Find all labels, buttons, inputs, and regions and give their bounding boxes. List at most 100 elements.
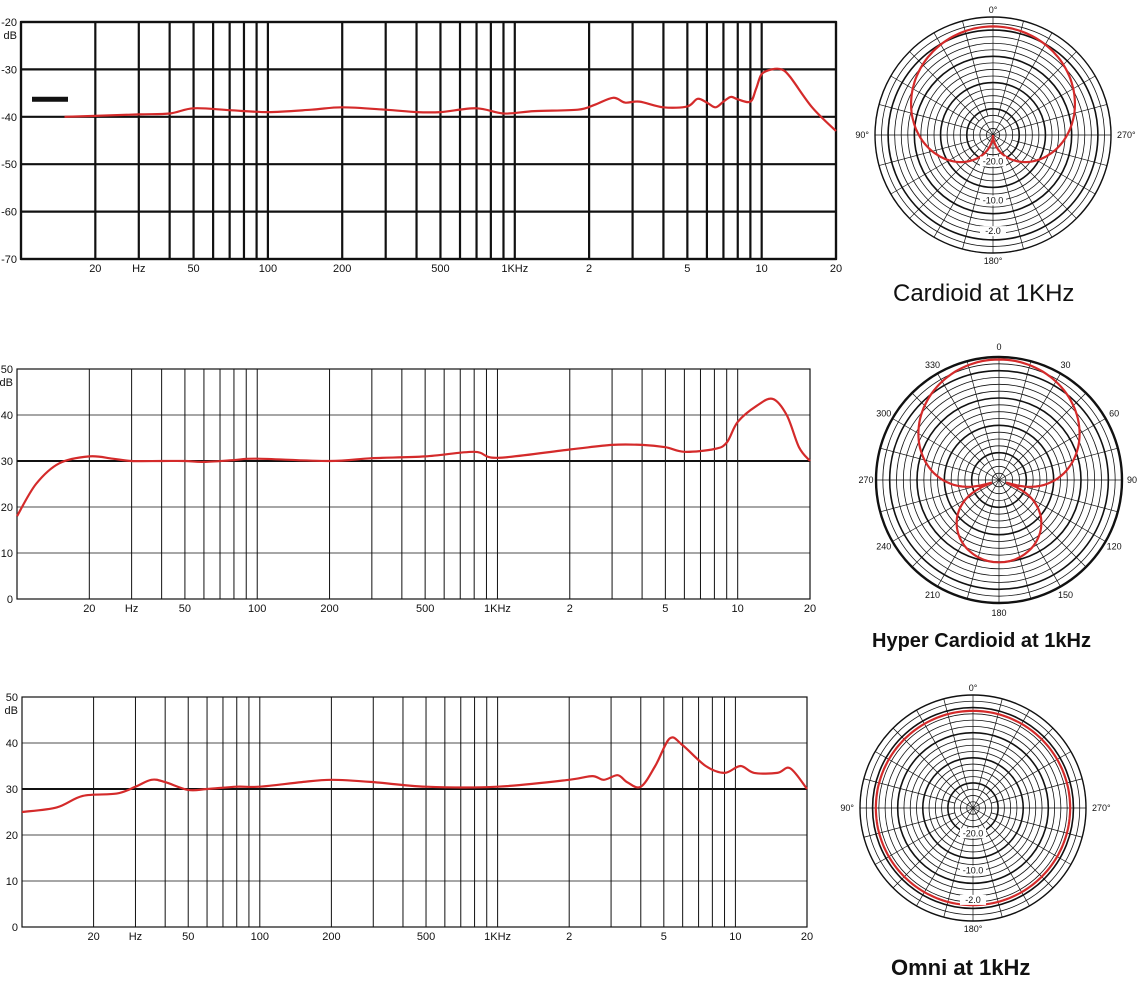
- y-unit-label: dB: [4, 30, 17, 42]
- polar-spoke: [911, 494, 985, 568]
- polar-angle-label: 270: [858, 475, 873, 485]
- caption-hyper-cardioid: Hyper Cardioid at 1kHz: [872, 630, 1091, 652]
- polar-spoke: [972, 807, 1072, 865]
- polar-pattern-curve: [910, 25, 1076, 164]
- polar-ring-label-bg: [960, 828, 986, 839]
- x-tick-label: 200: [333, 263, 351, 275]
- polar-spoke: [972, 709, 1030, 809]
- response-curve: [21, 736, 808, 814]
- polar-spoke: [1006, 51, 1077, 122]
- polar-spoke: [992, 134, 1096, 195]
- polar-spoke: [986, 727, 1054, 795]
- x-tick-label: 20: [89, 263, 101, 275]
- polar-spoke: [892, 821, 960, 889]
- polar-ring-label: -20.0: [963, 828, 984, 838]
- response-curve: [64, 67, 837, 132]
- polar-angle-label: 240: [876, 542, 891, 552]
- x-tick-label: 20: [830, 263, 842, 275]
- x-tick-label: 100: [259, 263, 277, 275]
- x-tick-label: 50: [182, 931, 194, 943]
- x-tick-label: 200: [322, 931, 340, 943]
- polar-spoke: [890, 75, 994, 136]
- polar-spoke: [992, 134, 1053, 238]
- polar-spoke: [1003, 361, 1032, 461]
- polar-spoke: [992, 32, 1053, 136]
- polar-spoke: [1003, 499, 1032, 599]
- y-tick-label: -50: [1, 159, 17, 171]
- y-tick-label: -40: [1, 112, 17, 124]
- chart-frame: [21, 696, 808, 928]
- polar-spoke: [878, 139, 975, 166]
- x-tick-label: 2: [566, 931, 572, 943]
- polar-ring-label: -2.0: [985, 226, 1001, 236]
- polar-angle-label: 300: [876, 409, 891, 419]
- polar-spoke: [997, 153, 1024, 250]
- polar-angle-label: 90: [1127, 475, 1137, 485]
- y-tick-label: -20: [1, 17, 17, 29]
- x-tick-label: 50: [187, 263, 199, 275]
- y-tick-label: 50: [1, 364, 13, 376]
- y-unit-label: dB: [5, 705, 18, 717]
- polar-angle-label: 180°: [964, 924, 983, 934]
- polar-angle-label: 270°: [1092, 803, 1111, 813]
- x-tick-label: 2: [567, 603, 573, 615]
- polar-pattern-curve: [874, 709, 1072, 907]
- polar-spoke: [966, 361, 995, 461]
- x-tick-label: 5: [684, 263, 690, 275]
- polar-spoke: [992, 75, 1096, 136]
- polar-spoke: [892, 479, 1000, 542]
- polar-angle-label: 210: [925, 590, 940, 600]
- polar-ring-label: -10.0: [983, 195, 1004, 205]
- y-tick-label: -70: [1, 254, 17, 266]
- polar-spoke: [1011, 139, 1108, 166]
- polar-spoke: [998, 479, 1106, 542]
- polar-spoke: [966, 499, 995, 599]
- y-tick-label: 40: [1, 410, 13, 422]
- y-tick-label: 50: [6, 692, 18, 704]
- response-curve: [16, 397, 811, 517]
- x-tick-label: 20: [87, 931, 99, 943]
- chart-frame: [16, 368, 811, 600]
- polar-angle-label: 270°: [1117, 130, 1136, 140]
- polar-spoke: [909, 51, 980, 122]
- caption-cardioid: Cardioid at 1KHz: [893, 280, 1075, 307]
- polar-angle-label: 180°: [984, 256, 1003, 266]
- y-tick-label: 0: [12, 922, 18, 934]
- y-tick-label: 10: [6, 876, 18, 888]
- polar-spoke: [933, 134, 994, 238]
- x-tick-label: 1KHz: [501, 263, 528, 275]
- legend-marker: [32, 96, 68, 102]
- polar-spoke: [874, 751, 974, 809]
- polar-pattern-curve: [917, 358, 1081, 564]
- polar-spoke: [1013, 494, 1087, 568]
- x-tick-label: 50: [179, 603, 191, 615]
- polar-angle-label: 90°: [840, 803, 854, 813]
- polar-spoke: [880, 484, 980, 513]
- polar-spoke: [916, 807, 974, 907]
- polar-ring-label-bg: [960, 865, 986, 876]
- polar-spoke: [986, 821, 1054, 889]
- polar-angle-label: 180: [991, 608, 1006, 618]
- x-tick-label: 500: [417, 931, 435, 943]
- polar-angle-label: 90°: [855, 130, 869, 140]
- y-tick-label: 20: [1, 502, 13, 514]
- x-tick-label: 500: [431, 263, 449, 275]
- polar-spoke: [878, 104, 975, 131]
- polar-spoke: [1018, 447, 1118, 476]
- chart-frame: [19, 20, 838, 261]
- polar-spoke: [937, 479, 1000, 587]
- polar-spoke: [1018, 484, 1118, 513]
- y-tick-label: -30: [1, 64, 17, 76]
- polar-chart-omni: 0° 90° 270° 180° -20.0 -10.0 -2.0: [840, 683, 1111, 934]
- polar-spoke: [892, 418, 1000, 481]
- polar-chart-cardioid: 0° 90° 270° 180° -20.0 -10.0 -2.0: [855, 5, 1136, 266]
- polar-spoke: [1011, 104, 1108, 131]
- x-tick-label: Hz: [132, 263, 145, 275]
- polar-ring-label: -2.0: [965, 895, 981, 905]
- y-tick-label: 20: [6, 830, 18, 842]
- polar-angle-label: 60: [1109, 409, 1119, 419]
- x-tick-label: 1KHz: [484, 931, 511, 943]
- y-unit-label: dB: [0, 377, 13, 389]
- polar-spoke: [998, 479, 1061, 587]
